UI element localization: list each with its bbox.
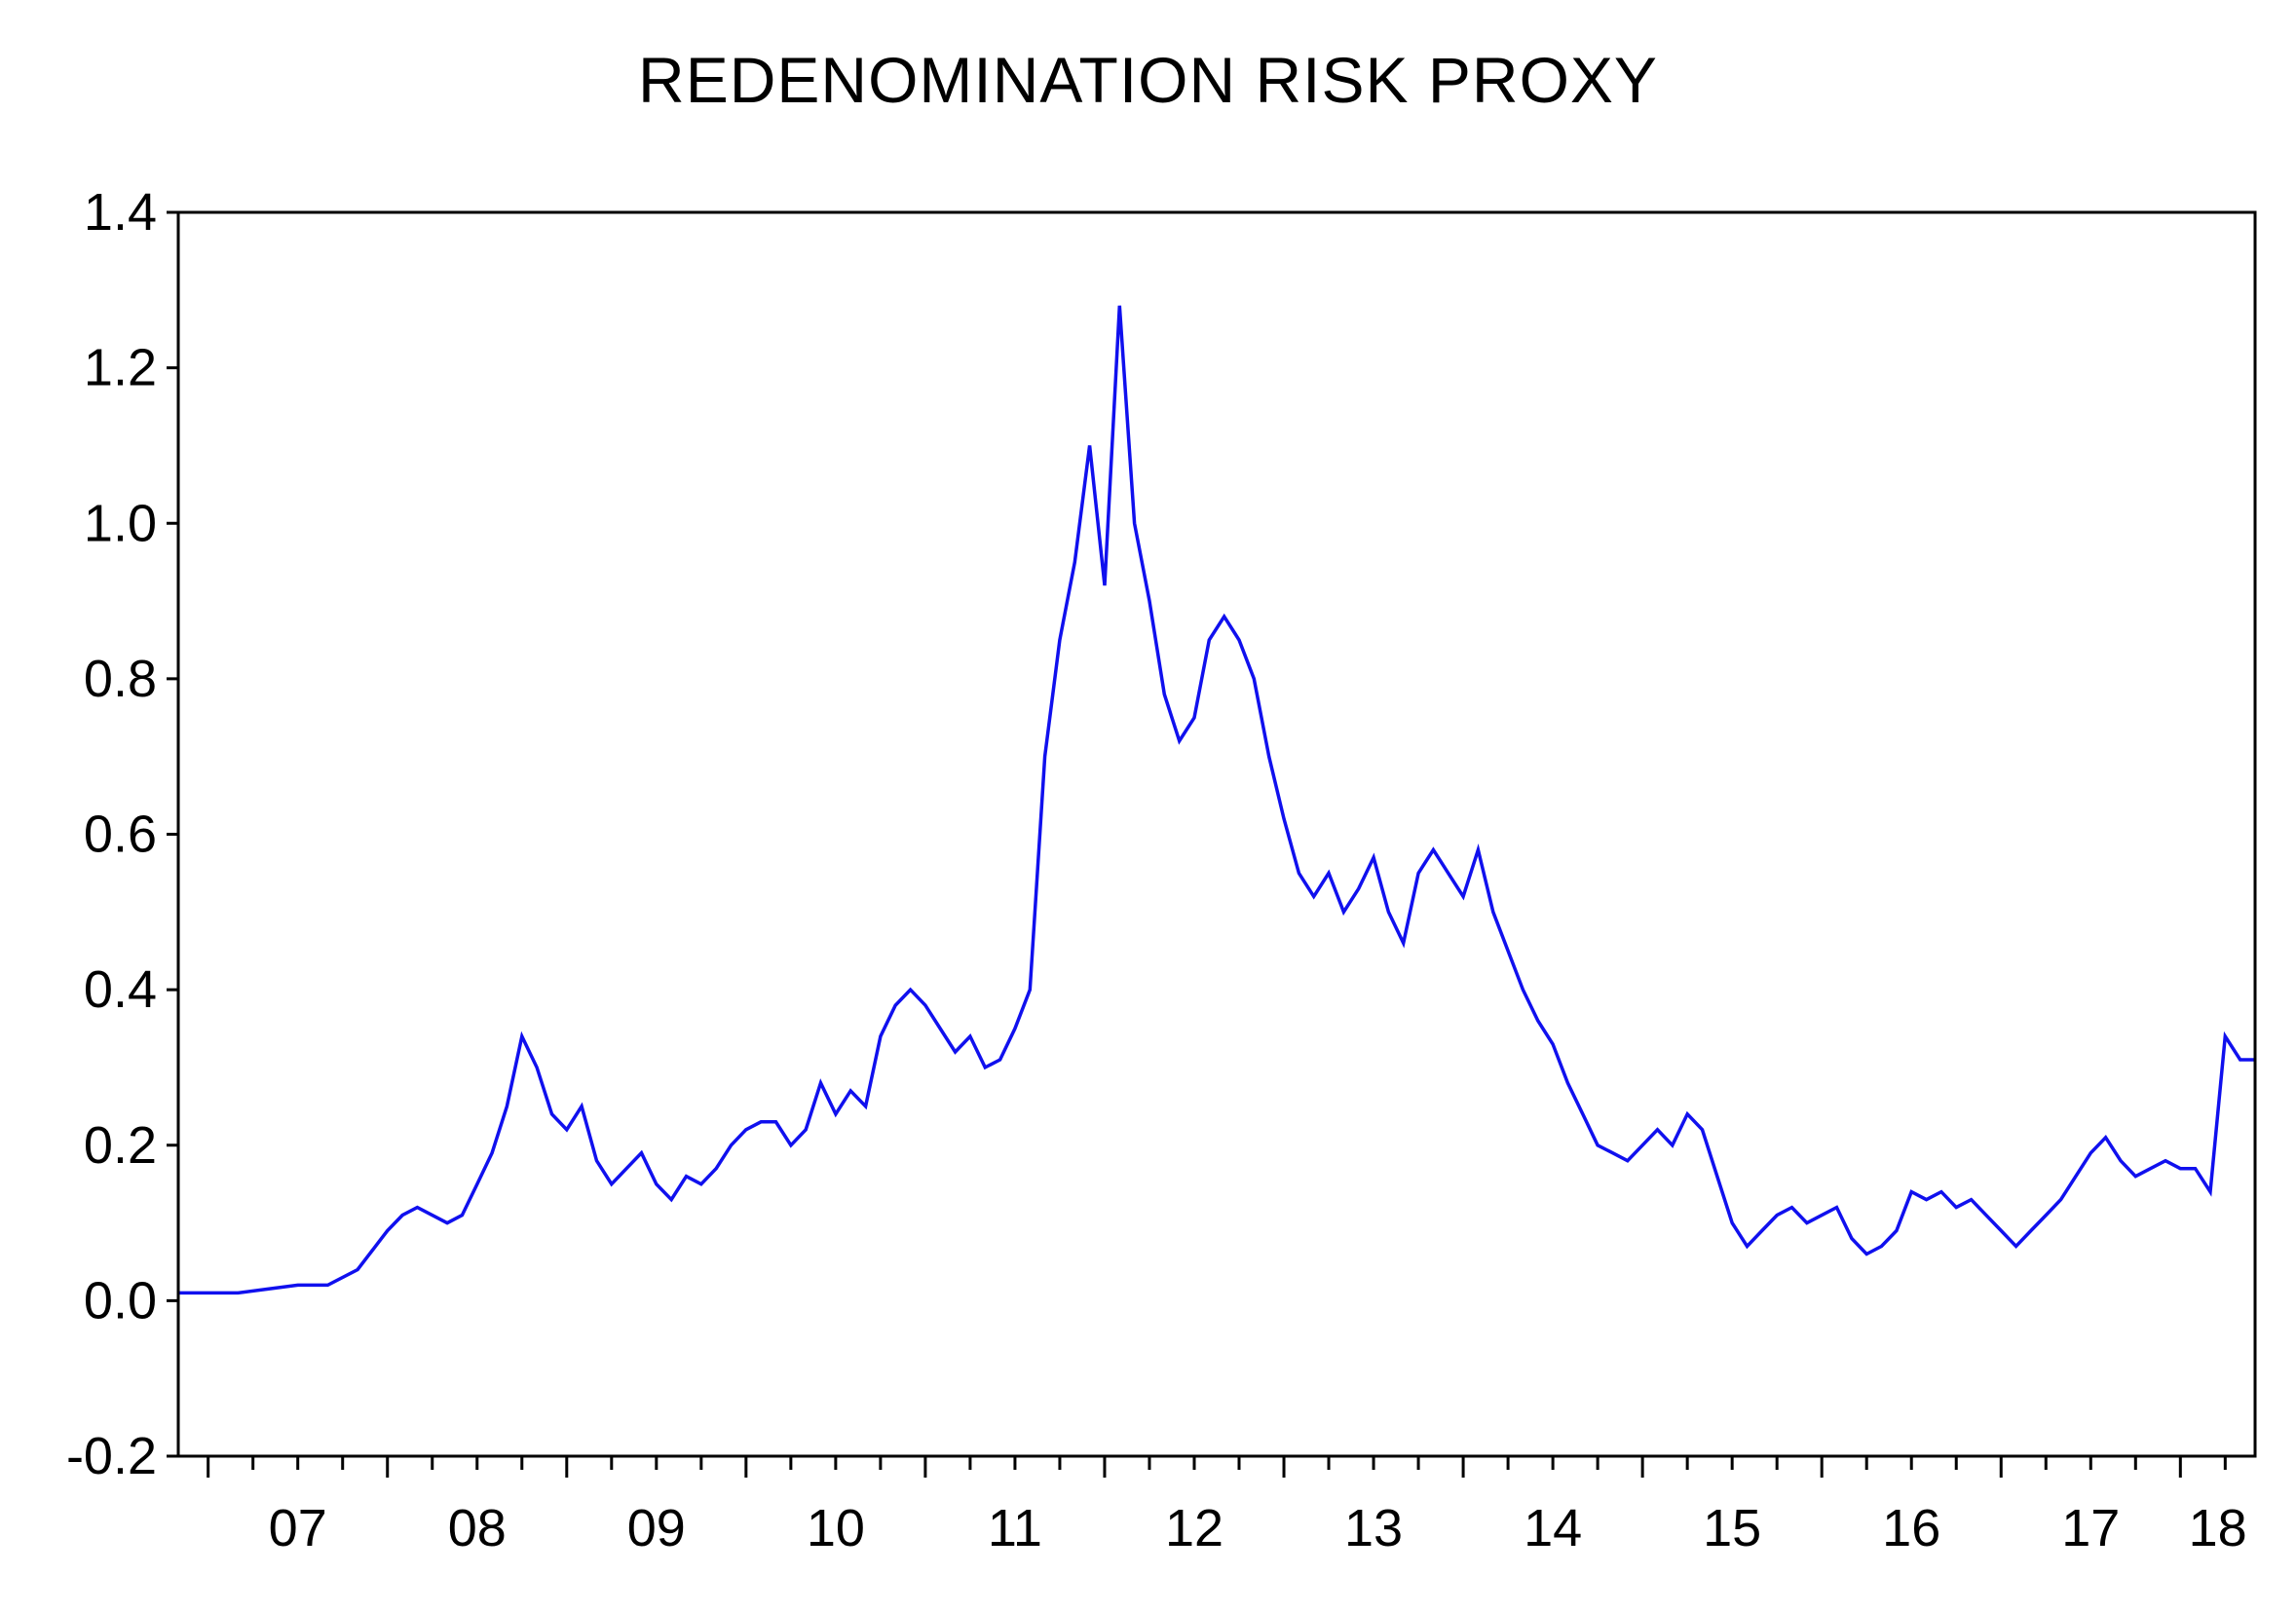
x-tick-label: 09 (627, 1499, 686, 1557)
y-tick-label: 1.0 (84, 494, 157, 552)
y-tick-label: 0.2 (84, 1116, 157, 1175)
chart-title: REDENOMINATION RISK PROXY (638, 44, 1658, 116)
x-tick-label: 17 (2061, 1499, 2120, 1557)
x-tick-label: 13 (1344, 1499, 1403, 1557)
plot-frame (176, 210, 2257, 1458)
y-tick-label: 0.6 (84, 806, 157, 864)
y-tick-label: 0.0 (84, 1271, 157, 1330)
x-tick-label: 18 (2189, 1499, 2247, 1557)
x-tick-label: 16 (1882, 1499, 1940, 1557)
x-tick-label: 12 (1165, 1499, 1223, 1557)
x-tick-label: 11 (988, 1499, 1042, 1557)
y-tick-label: 1.2 (84, 339, 157, 397)
y-tick-label: -0.2 (66, 1427, 157, 1485)
x-tick-label: 15 (1703, 1499, 1761, 1557)
y-tick-label: 1.4 (84, 183, 157, 242)
x-axis: 07 08 09 10 11 12 13 14 15 16 17 18 (207, 1456, 2247, 1557)
x-tick-label: 07 (269, 1499, 327, 1557)
y-tick-label: 0.8 (84, 650, 157, 708)
series-layer (178, 305, 2255, 1295)
y-tick-label: 0.4 (84, 960, 157, 1019)
y-axis: -0.2 0.0 0.2 0.4 0.6 0.8 1.0 1.2 1.4 (66, 183, 178, 1485)
series-line (178, 305, 2255, 1295)
x-tick-label: 10 (807, 1499, 865, 1557)
x-tick-label: 14 (1524, 1499, 1582, 1557)
x-tick-label: 08 (448, 1499, 507, 1557)
